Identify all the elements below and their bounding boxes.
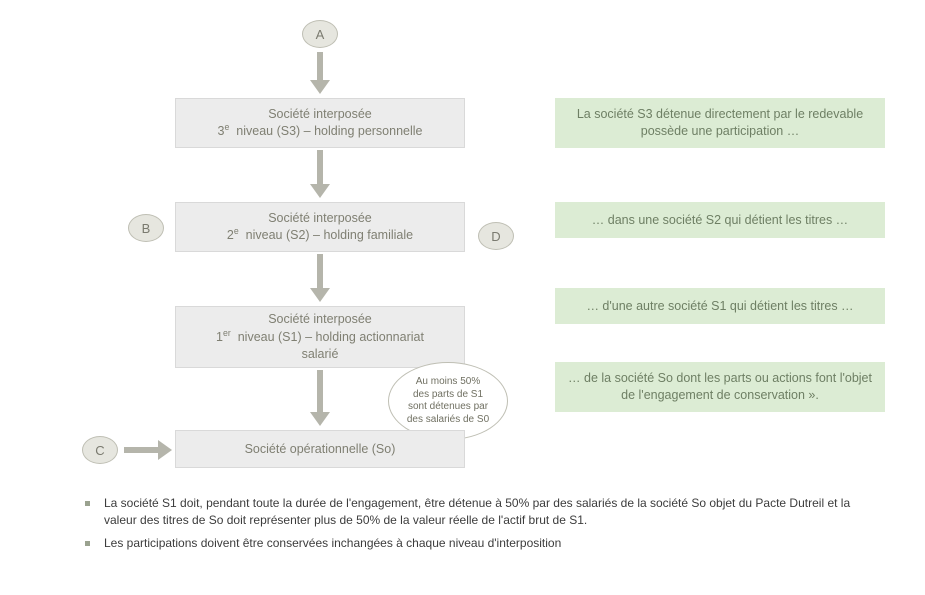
box-s1-line3: salarié [216,346,424,363]
bullet-square-icon [85,541,90,546]
arrow-s1-so [310,370,330,426]
note-l2: des parts de S1 [407,389,489,402]
label-a: A [302,20,338,48]
box-s1-line2: 1er niveau (S1) – holding actionnariat [216,328,424,346]
arrow-a-s3 [310,52,330,94]
note-l4: des salariés de S0 [407,414,489,427]
bullet-1-text: La société S1 doit, pendant toute la dur… [104,495,885,529]
green-1: La société S3 détenue directement par le… [555,98,885,148]
arrow-s2-s1 [310,254,330,302]
green-4: … de la société So dont les parts ou act… [555,362,885,412]
bullet-row-1: La société S1 doit, pendant toute la dur… [85,495,885,529]
arrow-s3-s2 [310,150,330,198]
green-3: … d'une autre société S1 qui détient les… [555,288,885,324]
bullet-row-2: Les participations doivent être conservé… [85,535,885,552]
box-s1: Société interposée 1er niveau (S1) – hol… [175,306,465,368]
note-l3: sont détenues par [407,401,489,414]
box-s3-line2: 3e niveau (S3) – holding personnelle [217,122,422,140]
bullets: La société S1 doit, pendant toute la dur… [85,495,885,557]
label-c: C [82,436,118,464]
box-s3-line1: Société interposée [217,106,422,123]
green-2: … dans une société S2 qui détient les ti… [555,202,885,238]
box-s3: Société interposée 3e niveau (S3) – hold… [175,98,465,148]
box-so-text: Société opérationnelle (So) [245,441,396,458]
note-ellipse: Au moins 50% des parts de S1 sont détenu… [388,362,508,440]
diagram-canvas: A Société interposée 3e niveau (S3) – ho… [0,0,925,595]
label-d: D [478,222,514,250]
label-b: B [128,214,164,242]
bullet-2-text: Les participations doivent être conservé… [104,535,561,552]
box-s1-line1: Société interposée [216,311,424,328]
bullet-square-icon [85,501,90,506]
box-so: Société opérationnelle (So) [175,430,465,468]
box-s2: Société interposée 2e niveau (S2) – hold… [175,202,465,252]
box-s2-line1: Société interposée [227,210,413,227]
note-l1: Au moins 50% [407,376,489,389]
arrow-c-so [124,440,172,460]
box-s2-line2: 2e niveau (S2) – holding familiale [227,226,413,244]
